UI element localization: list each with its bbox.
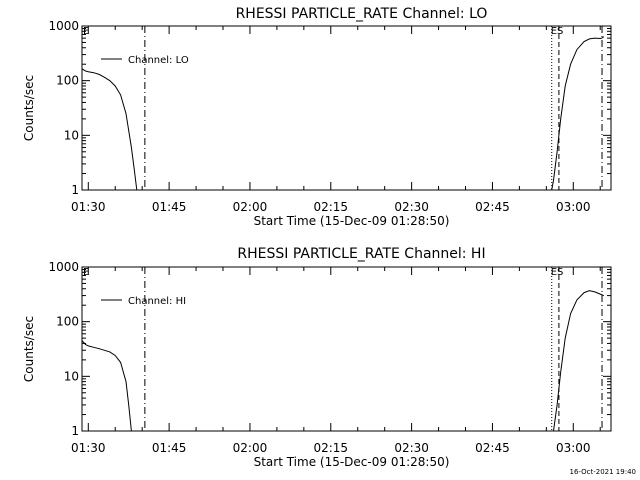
series-line [81, 340, 132, 432]
x-tick-label: 01:45 [152, 441, 187, 455]
end-marker-label: ES [551, 267, 564, 278]
series-line [553, 290, 604, 432]
plot-frame [81, 25, 612, 191]
series-line [81, 68, 138, 191]
y-tick-label: 1000 [48, 260, 79, 274]
y-tick-label: 1000 [48, 19, 79, 33]
x-axis-label: Start Time (15-Dec-09 01:28:50) [254, 455, 450, 469]
x-tick-label: 02:00 [233, 200, 268, 214]
x-tick-label: 03:00 [556, 200, 591, 214]
y-tick-label: 100 [56, 315, 79, 329]
x-tick-label: 02:45 [475, 200, 510, 214]
y-tick-label: 100 [56, 74, 79, 88]
chart-title: RHESSI PARTICLE_RATE Channel: LO [236, 6, 488, 22]
x-tick-label: 02:15 [313, 441, 348, 455]
chart-panel-hi: RHESSI PARTICLE_RATE Channel: HI 1 10 100 10… [22, 246, 612, 469]
legend-label: Channel: HI [128, 296, 186, 307]
footer-timestamp: 16-Oct-2021 19:40 [570, 468, 636, 476]
plot-frame [81, 266, 612, 432]
chart-title: RHESSI PARTICLE_RATE Channel: HI [237, 246, 485, 262]
y-tick-label: 1 [71, 424, 79, 438]
x-axis-label: Start Time (15-Dec-09 01:28:50) [254, 214, 450, 228]
series-line [551, 36, 605, 191]
x-tick-label: 01:45 [152, 200, 187, 214]
y-axis-label: Counts/sec [22, 75, 36, 141]
x-tick-label: 03:00 [556, 441, 591, 455]
end-marker-label: ES [551, 26, 564, 37]
x-tick-label: 01:30 [71, 441, 106, 455]
x-tick-label: 02:00 [233, 441, 268, 455]
x-tick-label: 02:45 [475, 441, 510, 455]
y-axis-label: Counts/sec [22, 316, 36, 382]
y-tick-label: 10 [64, 369, 79, 383]
x-tick-label: 02:15 [313, 200, 348, 214]
x-tick-label: 02:30 [394, 200, 429, 214]
y-tick-label: 1 [71, 183, 79, 197]
chart-panel-lo: RHESSI PARTICLE_RATE Channel: LO 1 10 100 10… [22, 6, 612, 228]
x-tick-label: 01:30 [71, 200, 106, 214]
legend-label: Channel: LO [128, 55, 189, 66]
x-tick-label: 02:30 [394, 441, 429, 455]
y-tick-label: 10 [64, 128, 79, 142]
start-marker-label: E [83, 267, 89, 278]
start-marker-label: E [83, 26, 89, 37]
